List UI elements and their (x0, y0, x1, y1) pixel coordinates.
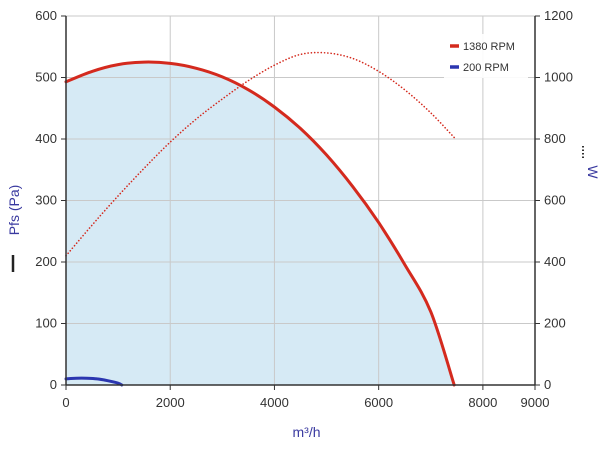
x-tick-label: 0 (62, 395, 69, 410)
y-right-tick-label: 600 (544, 193, 566, 208)
x-tick-label: 4000 (260, 395, 289, 410)
y-left-tick-label: 100 (35, 316, 57, 331)
y-right-tick-label: 800 (544, 131, 566, 146)
legend-label: 1380 RPM (463, 41, 515, 53)
y-left-tick-label: 400 (35, 131, 57, 146)
y-right-tick-label: 1000 (544, 70, 573, 85)
x-tick-label: 8000 (468, 395, 497, 410)
x-axis-title: m³/h (293, 424, 321, 440)
series-1380-rpm-power-line (65, 51, 455, 257)
y-left-tick-label: 0 (50, 377, 57, 392)
legend-box (444, 34, 528, 78)
y-left-axis-title: Pfs (Pa) (6, 185, 22, 236)
y-left-tick-label: 200 (35, 254, 57, 269)
legend-label: 200 RPM (463, 62, 509, 74)
y-left-tick-label: 500 (35, 70, 57, 85)
y-left-tick-label: 600 (35, 8, 57, 23)
y-right-tick-label: 400 (544, 254, 566, 269)
x-tick-label: 6000 (364, 395, 393, 410)
series-200-rpm-pressure-line (64, 376, 124, 387)
y-right-tick-label: 200 (544, 316, 566, 331)
x-tick-label: 9000 (521, 395, 550, 410)
x-tick-label: 2000 (156, 395, 185, 410)
series-1380-rpm-pressure-line (64, 60, 456, 387)
y-right-tick-label: 1200 (544, 8, 573, 23)
y-right-tick-label: 0 (544, 377, 551, 392)
y-right-axis-title: W (585, 165, 601, 179)
y-left-tick-label: 300 (35, 193, 57, 208)
operating-area-fill (66, 62, 455, 386)
